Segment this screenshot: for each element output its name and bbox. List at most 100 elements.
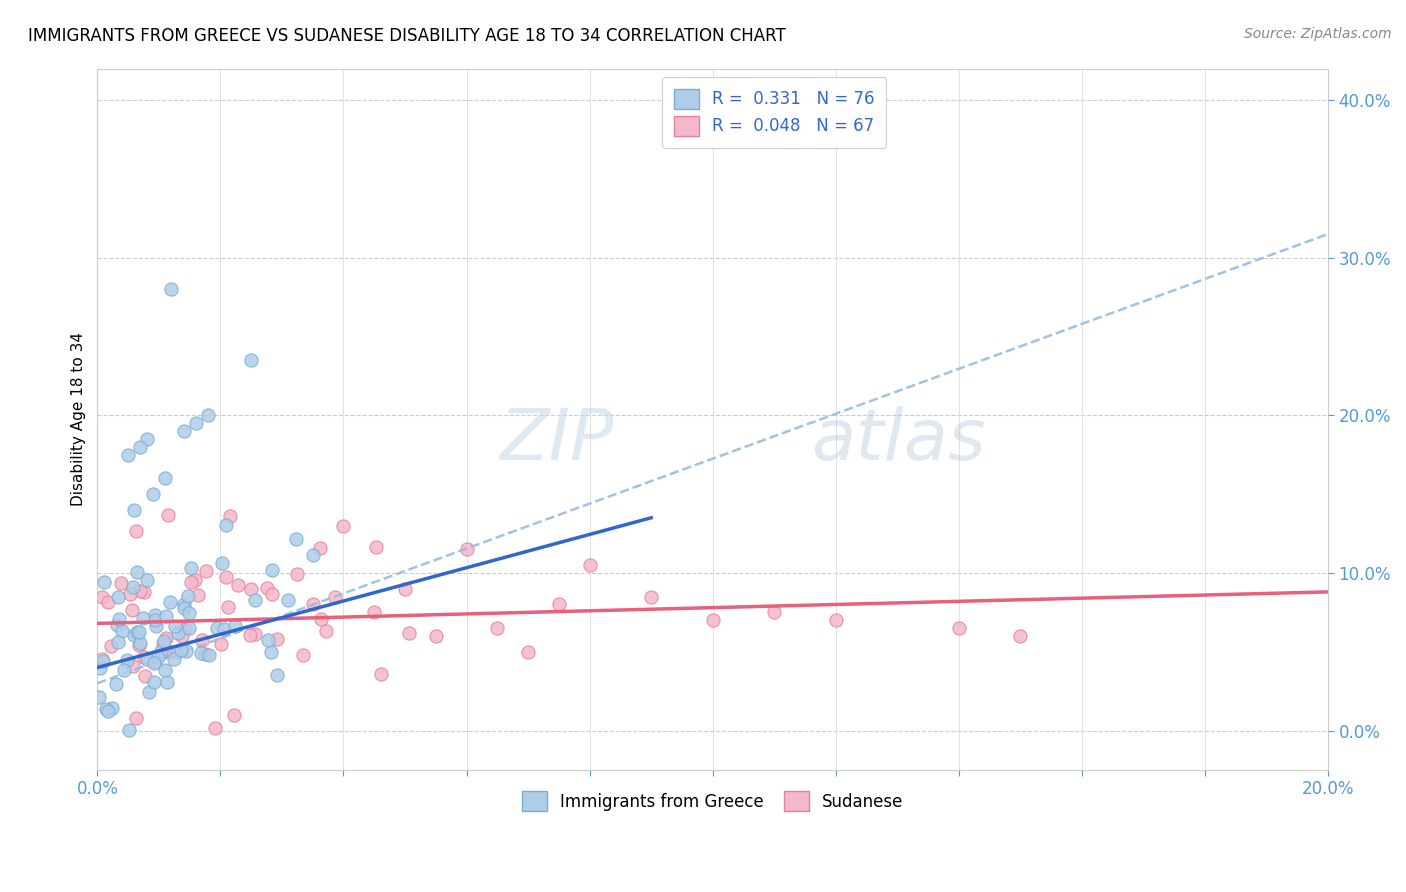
Point [209, 637, 232, 651]
Point [205, 621, 228, 635]
Point [108, 612, 131, 626]
Point [425, 629, 447, 643]
Point [186, 588, 208, 602]
Point [91, 591, 114, 605]
Point [197, 648, 219, 662]
Point [117, 653, 139, 667]
Point [104, 677, 127, 691]
Point [262, 563, 284, 577]
Point [155, 663, 177, 677]
Point [122, 580, 145, 594]
Point [125, 565, 148, 579]
Point [222, 707, 245, 722]
Point [155, 609, 177, 624]
Point [219, 508, 242, 523]
Point [125, 710, 148, 724]
Legend: Immigrants from Greece, Sudanese: Immigrants from Greece, Sudanese [509, 778, 917, 825]
Point [266, 632, 288, 646]
Point [486, 621, 509, 635]
Point [702, 613, 724, 627]
Point [128, 638, 150, 652]
Point [143, 674, 166, 689]
Text: ZIP: ZIP [501, 406, 614, 475]
Point [124, 503, 146, 517]
Point [180, 561, 202, 575]
Point [364, 541, 387, 555]
Point [89, 661, 111, 675]
Point [824, 613, 846, 627]
Point [174, 622, 197, 636]
Point [243, 593, 266, 607]
Point [160, 282, 183, 296]
Point [240, 353, 263, 368]
Point [547, 598, 569, 612]
Point [132, 611, 155, 625]
Point [1010, 629, 1032, 643]
Point [129, 584, 152, 599]
Point [301, 598, 323, 612]
Point [194, 648, 217, 662]
Point [156, 674, 179, 689]
Point [122, 628, 145, 642]
Point [191, 632, 214, 647]
Point [163, 652, 186, 666]
Point [149, 644, 172, 658]
Point [315, 624, 337, 639]
Point [363, 606, 385, 620]
Point [121, 659, 143, 673]
Point [132, 584, 155, 599]
Point [239, 627, 262, 641]
Point [125, 625, 148, 640]
Point [240, 582, 263, 596]
Point [243, 627, 266, 641]
Point [135, 574, 157, 588]
Point [370, 667, 392, 681]
Point [217, 600, 239, 615]
Point [89, 690, 111, 705]
Point [118, 723, 141, 737]
Point [184, 573, 207, 587]
Point [145, 608, 167, 623]
Point [180, 574, 202, 589]
Point [204, 721, 226, 735]
Point [266, 668, 288, 682]
Point [190, 646, 212, 660]
Point [166, 626, 188, 640]
Point [124, 524, 146, 539]
Point [120, 587, 142, 601]
Point [91, 654, 114, 668]
Point [211, 556, 233, 570]
Point [394, 582, 416, 596]
Text: Source: ZipAtlas.com: Source: ZipAtlas.com [1244, 27, 1392, 41]
Point [143, 613, 166, 627]
Point [157, 508, 180, 523]
Point [112, 663, 135, 677]
Point [143, 655, 166, 669]
Point [150, 645, 173, 659]
Point [91, 652, 114, 666]
Point [262, 587, 284, 601]
Point [214, 569, 236, 583]
Point [948, 621, 970, 635]
Point [640, 590, 662, 604]
Point [170, 642, 193, 657]
Point [101, 701, 124, 715]
Point [398, 625, 420, 640]
Point [224, 619, 246, 633]
Point [301, 548, 323, 562]
Point [285, 567, 308, 582]
Point [117, 448, 139, 462]
Point [135, 652, 157, 666]
Point [177, 607, 200, 621]
Point [159, 595, 181, 609]
Text: atlas: atlas [811, 406, 986, 475]
Point [166, 644, 188, 658]
Point [153, 633, 176, 648]
Point [145, 618, 167, 632]
Point [110, 576, 132, 591]
Point [138, 685, 160, 699]
Point [517, 645, 540, 659]
Point [257, 632, 280, 647]
Point [256, 582, 278, 596]
Point [97, 595, 120, 609]
